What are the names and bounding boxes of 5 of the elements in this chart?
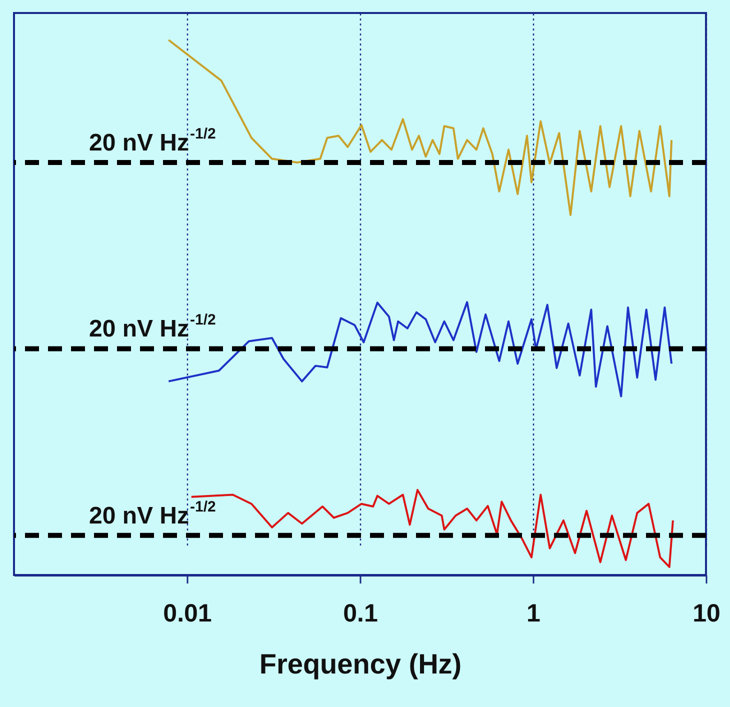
x-tick-label: 0.01 xyxy=(163,600,212,628)
x-tick-label: 10 xyxy=(692,600,720,628)
x-tick-label: 0.1 xyxy=(343,600,378,628)
x-axis-title: Frequency (Hz) xyxy=(259,648,462,680)
x-tick-label: 1 xyxy=(526,600,541,628)
